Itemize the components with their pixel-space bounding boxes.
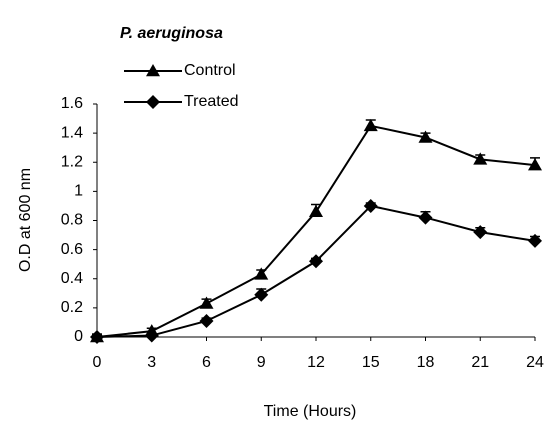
y-tick-label: 1: [74, 183, 83, 200]
marker: [199, 296, 214, 309]
marker: [363, 118, 378, 132]
x-tick-label: 0: [93, 354, 102, 371]
x-tick-label: 9: [257, 354, 266, 371]
y-tick-label: 0.8: [61, 212, 83, 229]
marker: [473, 225, 488, 240]
x-tick-label: 12: [307, 354, 325, 371]
x-tick-label: 3: [147, 354, 156, 371]
x-tick-label: 24: [526, 354, 544, 371]
series-line: [96, 204, 536, 338]
marker: [146, 95, 160, 109]
marker: [309, 204, 323, 218]
marker: [254, 287, 269, 302]
marker: [144, 328, 159, 343]
series-line: [96, 124, 536, 338]
chart-title: P. aeruginosa: [120, 25, 223, 42]
y-tick-label: 1.6: [61, 95, 83, 112]
marker: [418, 130, 433, 143]
y-tick-label: 0.4: [61, 270, 83, 287]
legend-label: Control: [184, 62, 236, 79]
x-tick-label: 21: [471, 354, 489, 371]
marker: [254, 267, 269, 280]
marker: [473, 152, 488, 165]
marker: [528, 158, 542, 171]
marker: [363, 198, 378, 213]
y-tick-label: 0.2: [61, 299, 83, 316]
y-tick-label: 1.4: [61, 124, 83, 141]
y-tick-label: 0.6: [61, 241, 83, 258]
x-tick-label: 15: [362, 354, 380, 371]
marker: [528, 233, 542, 248]
marker: [146, 64, 160, 77]
y-axis-label: O.D at 600 nm: [17, 168, 34, 272]
y-tick-label: 0: [74, 328, 83, 345]
x-tick-label: 6: [202, 354, 211, 371]
marker: [199, 313, 214, 328]
marker: [418, 210, 433, 225]
x-axis-label: Time (Hours): [264, 403, 357, 420]
x-tick-label: 18: [417, 354, 435, 371]
marker: [309, 254, 323, 269]
legend-label: Treated: [184, 93, 239, 110]
y-tick-label: 1.2: [61, 153, 83, 170]
marker: [90, 330, 104, 344]
